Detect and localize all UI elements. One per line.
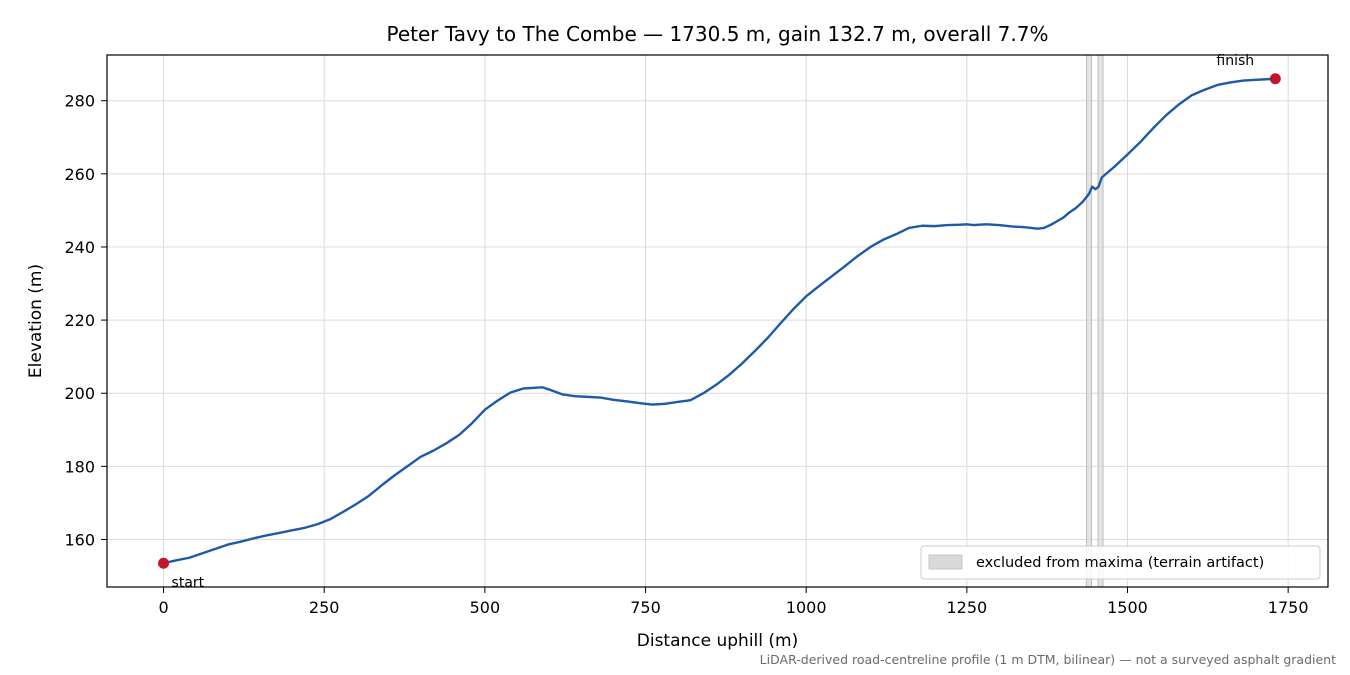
legend: excluded from maxima (terrain artifact) xyxy=(920,545,1321,580)
legend-label: excluded from maxima (terrain artifact) xyxy=(976,555,1264,571)
finish-point xyxy=(1269,73,1281,85)
legend-swatch xyxy=(928,554,963,570)
axis-ticks: 0 250 500 750 1000 1250 1500 1750 160 180 200 220 24… xyxy=(64,92,1308,617)
series-layer xyxy=(163,77,1276,565)
plot-frame xyxy=(106,54,1329,588)
footnote: LiDAR-derived road-centreline profile (1… xyxy=(760,652,1336,667)
finish-label: finish xyxy=(1216,53,1254,69)
y-tick-label: 160 xyxy=(64,530,95,549)
x-tick-label: 1000 xyxy=(786,598,827,617)
y-tick-label: 260 xyxy=(64,165,95,184)
x-tick-label: 250 xyxy=(309,598,340,617)
x-tick-label: 750 xyxy=(630,598,661,617)
y-tick-label: 240 xyxy=(64,238,95,257)
x-tick-label: 500 xyxy=(470,598,501,617)
y-tick-label: 200 xyxy=(64,384,95,403)
y-tick-label: 180 xyxy=(64,457,95,476)
x-tick-label: 0 xyxy=(158,598,168,617)
endpoint-layer xyxy=(158,73,1281,569)
grid-lines xyxy=(107,55,1328,587)
y-axis-label: Elevation (m) xyxy=(26,264,46,378)
start-point xyxy=(158,557,170,569)
legend-box xyxy=(920,545,1321,580)
y-tick-label: 280 xyxy=(64,92,95,111)
elevation-line xyxy=(163,77,1276,565)
excluded-band xyxy=(1097,54,1104,588)
excluded-band xyxy=(1085,54,1092,588)
x-tick-label: 1500 xyxy=(1107,598,1148,617)
x-axis-label: Distance uphill (m) xyxy=(637,631,798,651)
y-tick-label: 220 xyxy=(64,311,95,330)
chart-title: Peter Tavy to The Combe — 1730.5 m, gain… xyxy=(387,22,1049,46)
start-label: start xyxy=(172,575,205,591)
excluded-bands xyxy=(1085,54,1104,588)
x-tick-label: 1750 xyxy=(1268,598,1309,617)
x-tick-label: 1250 xyxy=(946,598,987,617)
